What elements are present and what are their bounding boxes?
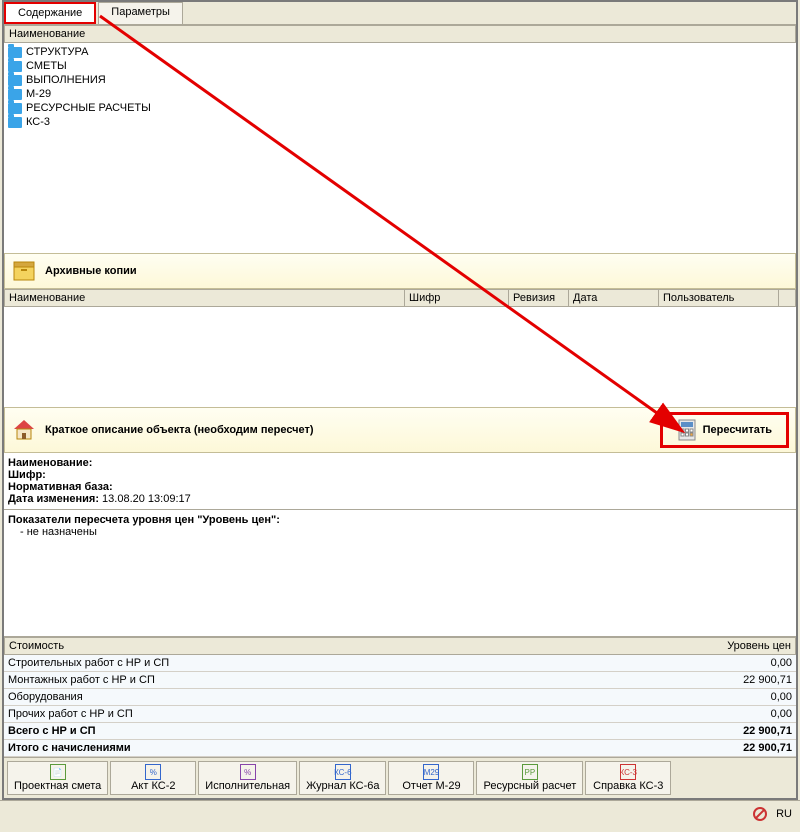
- folder-icon: [8, 117, 22, 128]
- archive-column-header[interactable]: Шифр: [405, 290, 509, 306]
- toolbar-button[interactable]: КС-3Справка КС-3: [585, 761, 671, 795]
- desc-header: Краткое описание объекта (необходим пере…: [4, 407, 796, 453]
- folder-icon: [8, 47, 22, 58]
- toolbar-icon: %: [240, 764, 256, 780]
- archive-column-header[interactable]: Ревизия: [509, 290, 569, 306]
- toolbar-label: Справка КС-3: [593, 780, 663, 792]
- house-icon: [11, 417, 37, 443]
- indicators-panel: Показатели пересчета уровня цен "Уровень…: [4, 510, 796, 637]
- cost-value: 22 900,71: [743, 742, 792, 754]
- calculator-icon: [677, 419, 697, 441]
- toolbar-icon: М29: [423, 764, 439, 780]
- cost-label: Оборудования: [8, 691, 83, 703]
- toolbar-button[interactable]: %Акт КС-2: [110, 761, 196, 795]
- recalc-button[interactable]: Пересчитать: [667, 417, 782, 443]
- archive-columns: НаименованиеШифрРевизияДатаПользователь: [4, 289, 796, 307]
- desc-date-label: Дата изменения:: [8, 493, 99, 505]
- cost-label: Строительных работ с НР и СП: [8, 657, 169, 669]
- tree-header: Наименование: [4, 25, 796, 43]
- cost-row: Строительных работ с НР и СП 0,00: [4, 655, 796, 672]
- tree-item-label: СМЕТЫ: [26, 60, 67, 72]
- desc-date-value: 13.08.20 13:09:17: [102, 493, 191, 505]
- tree-item[interactable]: СТРУКТУРА: [6, 45, 794, 59]
- recalc-label: Пересчитать: [703, 424, 772, 436]
- cost-value: 22 900,71: [743, 674, 792, 686]
- tree-view[interactable]: СТРУКТУРА СМЕТЫ ВЫПОЛНЕНИЯ М-29 РЕСУРСНЫЕ РА…: [4, 43, 796, 253]
- desc-code-label: Шифр:: [8, 469, 46, 481]
- cost-label: Монтажных работ с НР и СП: [8, 674, 155, 686]
- indicators-value: - не назначены: [8, 526, 792, 538]
- cost-table: Стоимость Уровень цен Строительных работ…: [4, 637, 796, 757]
- cost-value: 0,00: [771, 657, 792, 669]
- toolbar-button[interactable]: РРРесурсный расчет: [476, 761, 583, 795]
- cost-value: 22 900,71: [743, 725, 792, 737]
- toolbar-button[interactable]: КС-6Журнал КС-6а: [299, 761, 386, 795]
- tab-content[interactable]: Содержание: [4, 2, 96, 24]
- toolbar-button[interactable]: М29Отчет М-29: [388, 761, 474, 795]
- blocked-icon: [752, 806, 768, 822]
- toolbar-label: Журнал КС-6а: [306, 780, 379, 792]
- tree-item-label: ВЫПОЛНЕНИЯ: [26, 74, 106, 86]
- main-window: Содержание Параметры Наименование СТРУКТ…: [2, 0, 798, 800]
- cost-label: Прочих работ с НР и СП: [8, 708, 133, 720]
- toolbar-label: Ресурсный расчет: [483, 780, 576, 792]
- archive-column-header[interactable]: Наименование: [5, 290, 405, 306]
- toolbar-button[interactable]: 📄Проектная смета: [7, 761, 108, 795]
- folder-icon: [8, 75, 22, 86]
- toolbar-icon: %: [145, 764, 161, 780]
- tree-item[interactable]: М-29: [6, 87, 794, 101]
- toolbar-icon: 📄: [50, 764, 66, 780]
- archive-body: [4, 307, 796, 407]
- archive-icon: [11, 258, 37, 284]
- tab-params[interactable]: Параметры: [98, 2, 183, 24]
- desc-title: Краткое описание объекта (необходим пере…: [45, 424, 314, 436]
- folder-icon: [8, 89, 22, 100]
- content-area: Наименование СТРУКТУРА СМЕТЫ ВЫПОЛНЕНИЯ М-2…: [4, 25, 796, 798]
- desc-base-label: Нормативная база:: [8, 481, 113, 493]
- toolbar-icon: КС-3: [620, 764, 636, 780]
- tree-item-label: М-29: [26, 88, 51, 100]
- cost-row: Оборудования 0,00: [4, 689, 796, 706]
- desc-body: Наименование: Шифр: Нормативная база: Да…: [4, 453, 796, 510]
- status-bar: RU: [0, 800, 800, 826]
- indicators-title: Показатели пересчета уровня цен "Уровень…: [8, 514, 280, 526]
- cost-label: Итого с начислениями: [8, 742, 131, 754]
- toolbar-icon: РР: [522, 764, 538, 780]
- cost-header: Стоимость Уровень цен: [4, 637, 796, 655]
- folder-icon: [8, 103, 22, 114]
- archive-column-header[interactable]: Пользователь: [659, 290, 779, 306]
- recalc-container: Пересчитать: [660, 412, 789, 448]
- cost-row: Итого с начислениями 22 900,71: [4, 740, 796, 757]
- archive-header: Архивные копии: [4, 253, 796, 289]
- tree-item-label: СТРУКТУРА: [26, 46, 88, 58]
- tree-item-label: КС-3: [26, 116, 50, 128]
- toolbar-label: Отчет М-29: [402, 780, 460, 792]
- folder-icon: [8, 61, 22, 72]
- toolbar-label: Акт КС-2: [131, 780, 175, 792]
- desc-name-label: Наименование:: [8, 457, 92, 469]
- toolbar-button[interactable]: %Исполнительная: [198, 761, 297, 795]
- cost-row: Прочих работ с НР и СП 0,00: [4, 706, 796, 723]
- archive-column-header[interactable]: Дата: [569, 290, 659, 306]
- bottom-toolbar: 📄Проектная смета%Акт КС-2%Исполнительная…: [4, 757, 796, 798]
- cost-value: 0,00: [771, 708, 792, 720]
- tree-item[interactable]: КС-3: [6, 115, 794, 129]
- cost-value: 0,00: [771, 691, 792, 703]
- toolbar-label: Исполнительная: [205, 780, 290, 792]
- lang-indicator: RU: [776, 808, 792, 820]
- toolbar-label: Проектная смета: [14, 780, 101, 792]
- archive-title: Архивные копии: [45, 265, 137, 277]
- tab-bar: Содержание Параметры: [4, 2, 796, 25]
- tree-item-label: РЕСУРСНЫЕ РАСЧЕТЫ: [26, 102, 151, 114]
- cost-label: Всего с НР и СП: [8, 725, 96, 737]
- cost-row: Монтажных работ с НР и СП 22 900,71: [4, 672, 796, 689]
- tree-item[interactable]: РЕСУРСНЫЕ РАСЧЕТЫ: [6, 101, 794, 115]
- cost-left-header: Стоимость: [9, 640, 64, 652]
- toolbar-icon: КС-6: [335, 764, 351, 780]
- cost-row: Всего с НР и СП 22 900,71: [4, 723, 796, 740]
- tree-item[interactable]: ВЫПОЛНЕНИЯ: [6, 73, 794, 87]
- cost-right-header: Уровень цен: [727, 640, 791, 652]
- tree-item[interactable]: СМЕТЫ: [6, 59, 794, 73]
